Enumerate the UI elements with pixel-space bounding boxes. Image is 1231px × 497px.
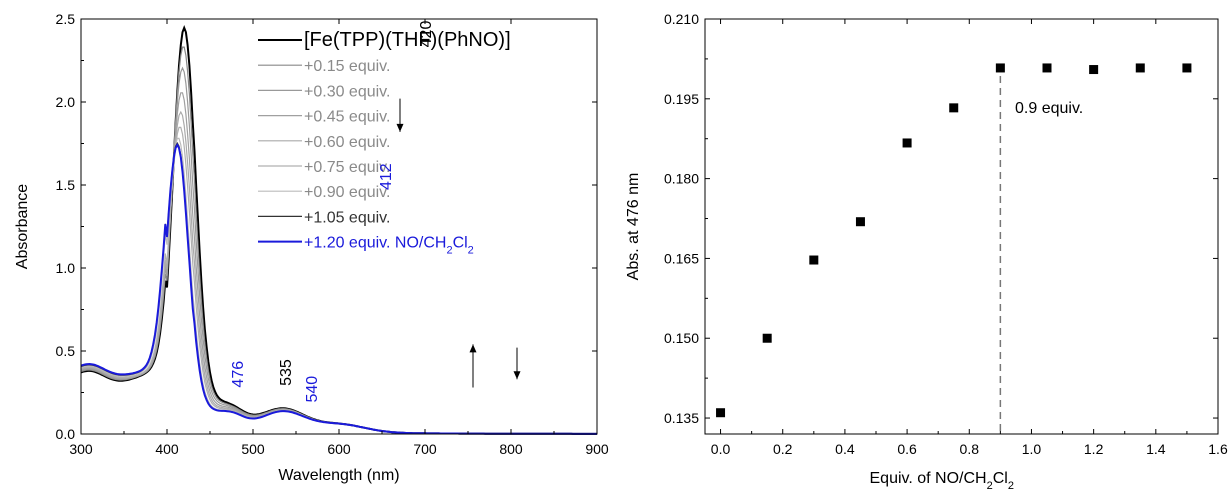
y-tick-label: 0.135: [664, 410, 699, 426]
plot-frame: [704, 18, 1219, 435]
data-point-6: [995, 63, 1005, 73]
legend-label-4: +0.60 equiv.: [304, 134, 390, 151]
equivalence-annotation: 0.9 equiv.: [1015, 100, 1083, 117]
legend-label-8-part: Cl: [453, 235, 468, 252]
y-tick-label: 0.165: [664, 250, 699, 266]
x-tick-label: 1.4: [1146, 441, 1166, 457]
y-tick-label: 0.195: [664, 91, 699, 107]
legend-label-2: +0.30 equiv.: [304, 83, 390, 100]
y-tick-label: 0.180: [664, 171, 699, 187]
arrow-down-535-head: [513, 371, 521, 380]
y-tick-label: 0.150: [664, 330, 699, 346]
x-tick-label: 500: [241, 441, 265, 457]
y-tick-label: 2.0: [56, 94, 76, 110]
x-tick-label: 1.0: [1022, 441, 1042, 457]
x-tick-label: 0.2: [773, 441, 793, 457]
y-tick-label: 0.210: [664, 11, 699, 27]
y-tick-label: 2.5: [56, 11, 76, 27]
legend-label-8-part: +1.20 equiv. NO/CH: [304, 235, 446, 252]
data-point-7: [1042, 63, 1052, 73]
x-tick-label: 600: [327, 441, 351, 457]
peak-label-420: 420: [418, 21, 435, 48]
x-tick-label: 400: [155, 441, 179, 457]
peak-label-540: 540: [304, 376, 321, 403]
data-point-9: [1135, 63, 1145, 73]
spectrum-line-6: [80, 137, 597, 435]
peak-label-412: 412: [378, 163, 395, 190]
y-tick-label: 1.5: [56, 177, 76, 193]
titration-scatter-chart: 0.0 0.2 0.4 0.6 0.8 1.0 1.2 1.4 1.6 0.135 0.150 0.1…: [625, 11, 1228, 492]
legend-label-7: +1.05 equiv.: [304, 209, 390, 226]
legend-label-6: +0.90 equiv.: [304, 184, 390, 201]
data-points: [716, 63, 1192, 418]
legend: [Fe(TPP)(THF)(PhNO)] +0.15 equiv. +0.30 eq…: [258, 29, 511, 257]
y-tick-label: 0.5: [56, 343, 76, 359]
data-point-8: [1089, 65, 1099, 75]
x-tick-label: 1.6: [1208, 441, 1228, 457]
y-axis-label: Absorbance: [14, 184, 31, 269]
arrow-up-476-head: [469, 344, 477, 353]
legend-label-8: +1.20 equiv. NO/CH2Cl2: [304, 235, 474, 257]
data-point-10: [1182, 63, 1192, 73]
x-tick-label: 0.0: [711, 441, 731, 457]
y-tick-label: 0.0: [56, 426, 76, 442]
x-tick-label: 0.6: [897, 441, 917, 457]
x-tick-label: 0.8: [960, 441, 980, 457]
x-axis-label: Equiv. of NO/CH2Cl2: [870, 470, 1014, 492]
legend-label-1: +0.15 equiv.: [304, 58, 390, 75]
annotations: 420 412 476 535 540: [230, 21, 521, 403]
x-axis-label-part: 2: [1008, 480, 1014, 492]
legend-label-0: [Fe(TPP)(THF)(PhNO)]: [304, 29, 511, 51]
legend-label-8-part: 2: [468, 245, 474, 257]
data-point-1: [762, 333, 772, 343]
absorbance-spectra-chart: 300 400 500 600 700 800 900 0.0 0.5 1.0 1.5 2.0 2.5 W…: [14, 11, 609, 484]
peak-label-535: 535: [278, 359, 295, 386]
x-tick-label: 800: [499, 441, 523, 457]
peak-label-476: 476: [230, 361, 247, 388]
legend-label-8-part: 2: [446, 245, 452, 257]
x-tick-label: 1.2: [1084, 441, 1104, 457]
x-axis-label-part: Cl: [993, 470, 1008, 487]
data-point-2: [809, 255, 819, 265]
y-axis-label: Abs. at 476 nm: [625, 173, 642, 281]
x-axis-label-part: Equiv. of NO/CH: [870, 470, 987, 487]
x-axis-label: Wavelength (nm): [278, 467, 399, 484]
legend-label-3: +0.45 equiv.: [304, 109, 390, 126]
x-tick-label: 0.4: [835, 441, 855, 457]
legend-label-5: +0.75 equiv.: [304, 159, 390, 176]
data-point-3: [855, 217, 865, 227]
data-point-4: [902, 138, 912, 148]
x-tick-label: 900: [585, 441, 609, 457]
y-tick-label: 1.0: [56, 260, 76, 276]
arrow-down-soret-head: [396, 123, 404, 132]
x-axis-label-part: 2: [987, 480, 993, 492]
x-tick-label: 300: [69, 441, 93, 457]
x-tick-label: 700: [413, 441, 437, 457]
data-point-0: [716, 408, 726, 418]
data-point-5: [949, 103, 959, 113]
